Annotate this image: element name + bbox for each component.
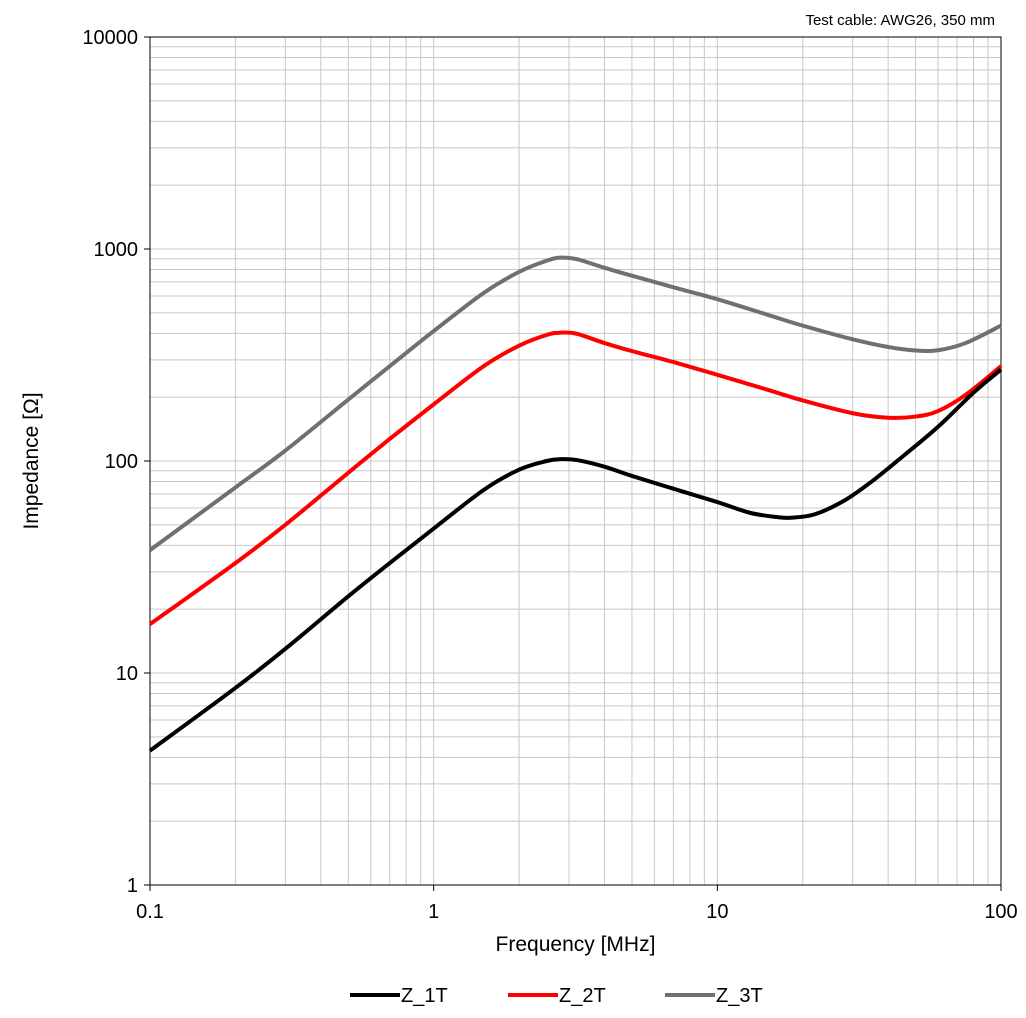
x-tick-label: 10 [706, 901, 728, 923]
legend-label-z-1t: Z_1T [401, 985, 448, 1007]
x-axis-title: Frequency [MHz] [496, 933, 656, 956]
legend-label-z-3t: Z_3T [716, 985, 763, 1007]
grid [150, 37, 1001, 885]
series-line-z-2t [148, 330, 1003, 626]
x-tick-label: 0.1 [136, 901, 164, 923]
legend: Z_1T Z_2T Z_3T [350, 985, 763, 1007]
y-tick-label: 10000 [82, 27, 138, 49]
series-lines [148, 255, 1003, 753]
x-tick-label: 1 [428, 901, 439, 923]
y-tick-label: 1 [127, 875, 138, 897]
y-axis-title: Impedance [Ω] [20, 392, 43, 529]
series-line-z-3t [148, 255, 1002, 552]
series-line-z-1t [148, 368, 1003, 753]
y-tick-label: 1000 [94, 239, 139, 261]
x-tick-label: 100 [984, 901, 1017, 923]
axes: 0.1 1 10 100 1 10 100 1000 10000 [82, 27, 1017, 923]
legend-label-z-2t: Z_2T [559, 985, 606, 1007]
y-tick-label: 10 [116, 663, 138, 685]
test-cable-note: Test cable: AWG26, 350 mm [805, 12, 995, 29]
y-tick-label: 100 [105, 451, 138, 473]
